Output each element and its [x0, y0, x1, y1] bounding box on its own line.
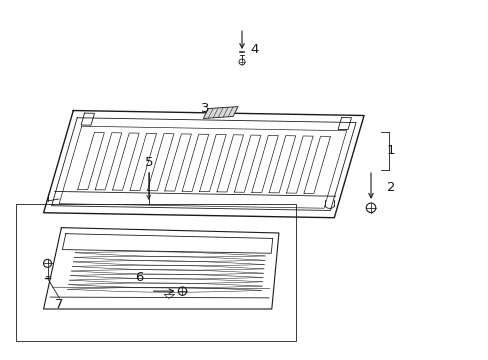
- Bar: [16, 204, 295, 341]
- Text: 3: 3: [201, 102, 209, 115]
- Text: 5: 5: [144, 156, 153, 168]
- Text: 6: 6: [134, 271, 142, 284]
- Polygon shape: [203, 107, 238, 118]
- Text: 4: 4: [250, 42, 259, 55]
- Text: 2: 2: [386, 181, 394, 194]
- Text: 1: 1: [386, 144, 394, 157]
- Text: 7: 7: [55, 297, 63, 311]
